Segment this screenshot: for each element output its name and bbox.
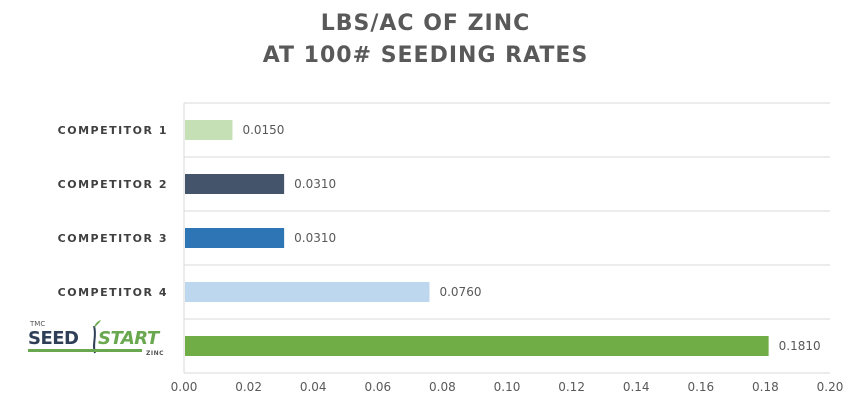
x-tick-label: 0.04 bbox=[300, 380, 327, 394]
seedstart-zinc-logo: TMC SEED START ZINC bbox=[28, 320, 178, 360]
x-tick-label: 0.06 bbox=[364, 380, 391, 394]
chart-title-line-1: LBS/AC OF ZINC bbox=[320, 11, 531, 36]
bar-value-label: 0.0150 bbox=[242, 123, 284, 137]
logo-start-text: START bbox=[98, 328, 159, 349]
chart-title-line-2: AT 100# SEEDING RATES bbox=[262, 43, 589, 68]
bar bbox=[185, 336, 769, 356]
x-tick-label: 0.18 bbox=[752, 380, 779, 394]
logo-underline bbox=[28, 349, 142, 352]
bar bbox=[185, 228, 285, 248]
logo-tmc-text: TMC bbox=[30, 320, 46, 328]
category-label: COMPETITOR 1 bbox=[58, 124, 168, 137]
bar bbox=[185, 282, 430, 302]
bar-value-label: 0.1810 bbox=[779, 339, 821, 353]
logo-zinc-text: ZINC bbox=[146, 350, 165, 357]
bar bbox=[185, 120, 233, 140]
category-label: COMPETITOR 3 bbox=[58, 232, 168, 245]
bar bbox=[185, 174, 285, 194]
x-tick-label: 0.14 bbox=[623, 380, 650, 394]
category-label: COMPETITOR 2 bbox=[58, 178, 168, 191]
bar-value-label: 0.0310 bbox=[294, 231, 336, 245]
category-label: COMPETITOR 4 bbox=[58, 286, 168, 299]
x-tick-label: 0.02 bbox=[235, 380, 262, 394]
x-tick-label: 0.20 bbox=[817, 380, 844, 394]
x-tick-label: 0.12 bbox=[558, 380, 585, 394]
chart-title: LBS/AC OF ZINC AT 100# SEEDING RATES bbox=[0, 8, 851, 72]
x-tick-label: 0.00 bbox=[171, 380, 198, 394]
x-tick-label: 0.16 bbox=[687, 380, 714, 394]
x-tick-label: 0.08 bbox=[429, 380, 456, 394]
bar-value-label: 0.0760 bbox=[439, 285, 481, 299]
logo-seed-text: SEED bbox=[28, 328, 79, 349]
x-tick-label: 0.10 bbox=[494, 380, 521, 394]
bar-value-label: 0.0310 bbox=[294, 177, 336, 191]
